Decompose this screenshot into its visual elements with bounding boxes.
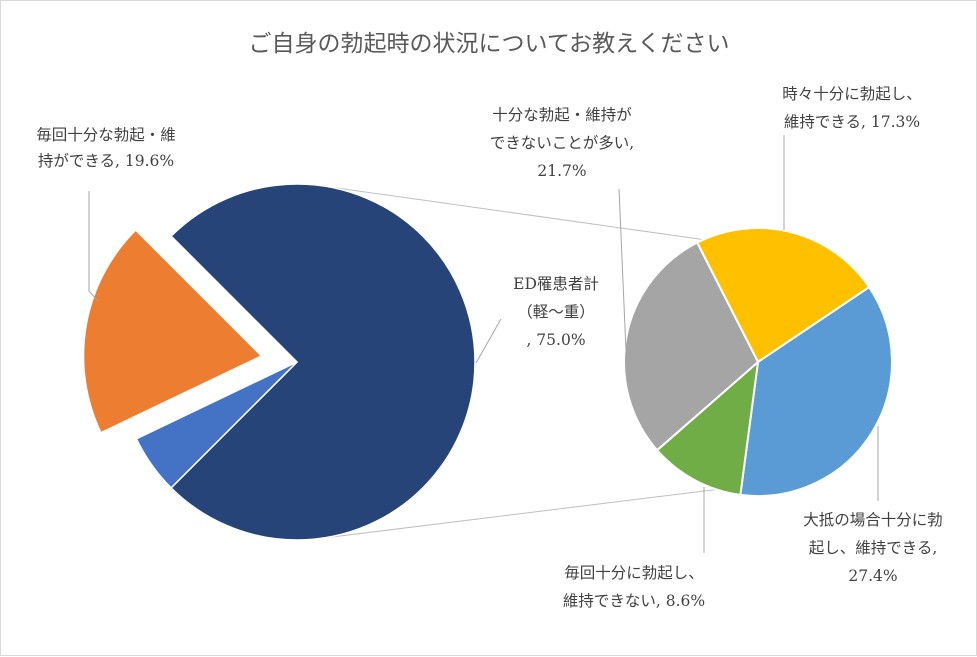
secondary-slice-often_not	[623, 241, 760, 452]
data-label-ed: （軽～重）	[517, 303, 595, 321]
data-label-never: 維持できない, 8.6%	[563, 592, 705, 610]
main-slice-ed	[170, 183, 476, 541]
leader-line-good	[88, 191, 99, 302]
secondary-slice-never	[655, 359, 760, 496]
secondary-pie	[623, 227, 893, 497]
main-slice-blue	[135, 361, 298, 489]
data-label-often_not: 21.7%	[537, 162, 586, 180]
connector-lines	[315, 184, 717, 540]
secondary-slice-sometimes	[695, 227, 871, 364]
data-label-ed: , 75.0%	[526, 331, 585, 349]
data-label-mostly: 大抵の場合十分に勃	[803, 511, 943, 529]
data-label-good: 持ができる, 19.6%	[38, 152, 174, 170]
data-label-mostly: 起し、維持できる,	[809, 539, 938, 557]
chart-title: ご自身の勃起時の状況についてお教えください	[249, 31, 730, 57]
main-slice-good	[82, 228, 263, 434]
data-label-often_not: できないことが多い,	[490, 134, 634, 152]
data-label-good: 毎回十分な勃起・維	[36, 126, 176, 144]
data-label-sometimes: 維持できる, 17.3%	[784, 113, 920, 131]
data-label-ed: ED罹患者計	[513, 275, 599, 293]
secondary-slice-mostly	[739, 285, 893, 497]
leader-line-often_not	[618, 188, 627, 352]
leader-lines	[88, 135, 879, 553]
data-label-often_not: 十分な勃起・維持が	[492, 106, 632, 124]
leader-line-ed	[475, 318, 502, 364]
data-label-never: 毎回十分に勃起し、	[564, 564, 704, 582]
data-label-sometimes: 時々十分に勃起し、	[782, 85, 922, 103]
connector-line-bottom	[315, 488, 717, 540]
data-label-mostly: 27.4%	[848, 567, 897, 585]
connector-line-top	[315, 184, 704, 241]
main-pie	[82, 183, 476, 541]
